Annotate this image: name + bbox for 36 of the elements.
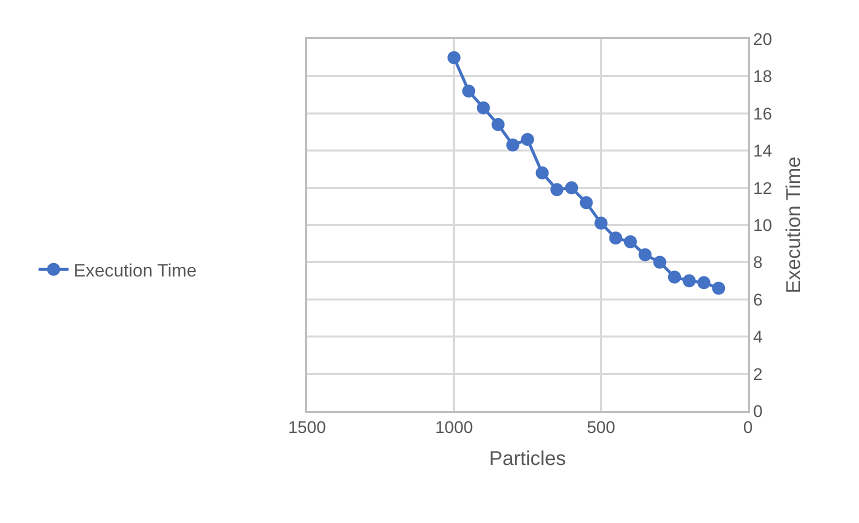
point <box>536 166 549 180</box>
y-tick-label: 14 <box>753 142 772 161</box>
point <box>653 256 666 269</box>
point <box>580 196 593 210</box>
y-tick-label: 12 <box>753 178 772 198</box>
point <box>448 51 460 64</box>
point <box>697 276 710 290</box>
point <box>712 282 726 295</box>
y-tick-label: 18 <box>753 67 772 86</box>
y-tick-label: 0 <box>753 402 763 421</box>
x-axis-title: Particles <box>489 448 566 470</box>
y-tick-label: 2 <box>753 364 763 384</box>
legend-label: Execution Time <box>74 260 197 280</box>
point <box>492 118 505 132</box>
point <box>521 132 534 146</box>
point <box>476 101 490 114</box>
y-tick-label: 16 <box>753 104 772 124</box>
point <box>609 232 622 245</box>
point <box>638 248 652 262</box>
point <box>624 235 637 248</box>
point <box>668 270 681 284</box>
y-tick-label: 20 <box>753 30 772 49</box>
point <box>550 183 564 196</box>
y-tick-label: 4 <box>753 328 763 347</box>
y-tick-label: 8 <box>753 253 763 272</box>
point <box>594 216 608 230</box>
x-tick-label: 1500 <box>288 418 326 438</box>
x-tick-label: 500 <box>586 418 616 438</box>
point <box>506 138 520 152</box>
y-axis-title: Execution Time <box>783 156 806 294</box>
point <box>682 274 696 288</box>
point <box>462 84 476 98</box>
x-tick-label: 1000 <box>435 418 473 438</box>
point <box>565 181 578 194</box>
y-tick-label: 6 <box>753 290 763 310</box>
y-tick-label: 10 <box>753 216 772 235</box>
